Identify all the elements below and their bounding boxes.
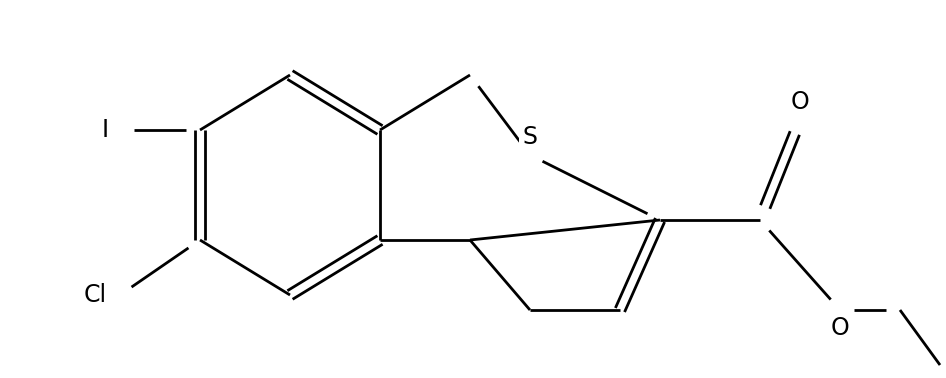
- Text: S: S: [522, 125, 537, 149]
- Text: O: O: [791, 90, 810, 114]
- Text: Cl: Cl: [83, 283, 107, 307]
- Text: O: O: [831, 316, 850, 340]
- Text: I: I: [101, 118, 109, 142]
